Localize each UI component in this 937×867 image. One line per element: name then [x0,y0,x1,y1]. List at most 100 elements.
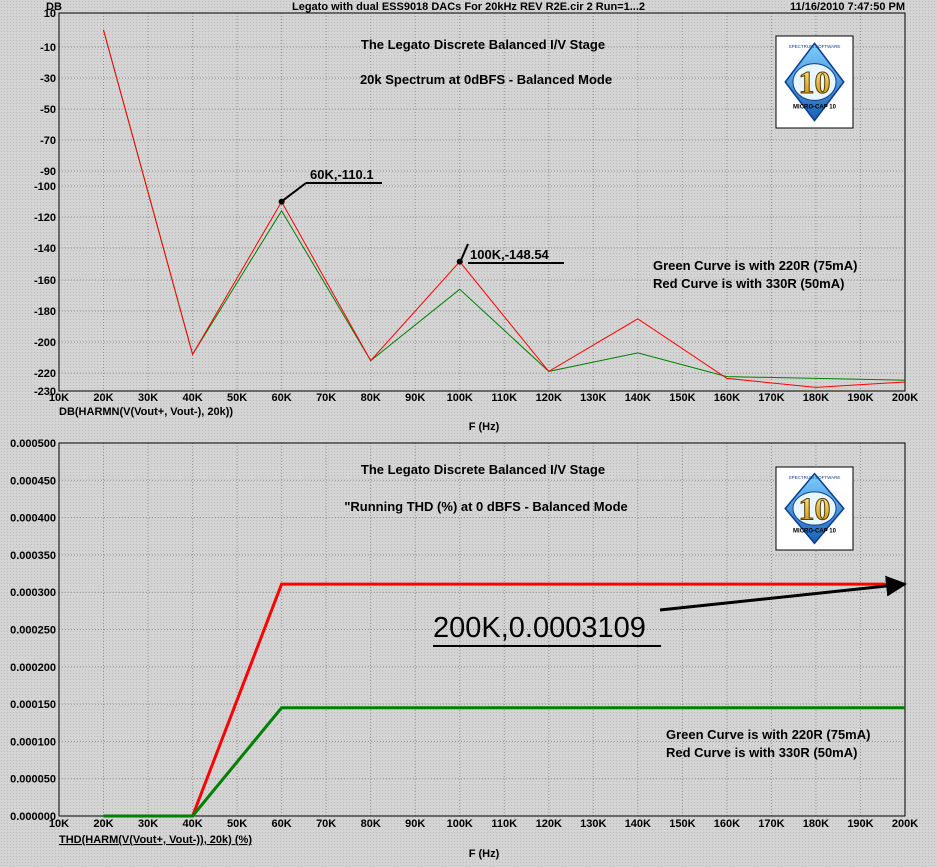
chart1-x-tick-label: 40K [182,392,202,404]
chart2-note: Green Curve is with 220R (75mA) [666,727,870,742]
chart1-x-tick-label: 80K [361,392,381,404]
chart2-series-green-line [103,706,905,818]
chart2-x-tick-label: 50K [227,818,247,830]
chart2-x-tick-label: 160K [714,818,740,830]
chart1-annotation-label: 60K,-110.1 [310,167,374,182]
chart2-x-tick-label: 180K [803,818,829,830]
chart1-note: Green Curve is with 220R (75mA) [653,258,857,273]
chart1-y-tick-label: -10 [40,42,56,54]
header-left: DB [46,1,62,13]
chart1-x-tick-label: 90K [405,392,425,404]
chart1-y-tick-label: -120 [34,212,56,224]
header-title: Legato with dual ESS9018 DACs For 20kHz … [291,1,646,13]
chart1-y-tick-label: -30 [40,73,56,85]
chart2-x-tick-label: 130K [580,818,606,830]
chart1-y-tick-label: -140 [34,243,56,255]
chart1-annotation-leader [459,243,469,262]
chart1-x-tick-label: 50K [227,392,247,404]
chart2-y-tick-label: 0.000400 [10,513,56,525]
chart2-x-tick-label: 40K [182,818,202,830]
chart2-x-tick-label: 90K [405,818,425,830]
chart1-x-tick-label: 160K [714,392,740,404]
chart1-logo-ring-text: MICRO-CAP 10 [793,105,837,111]
chart1-series-green-line [103,29,906,381]
chart2-x-axis-title: F (Hz) [469,848,500,860]
chart2-x-tick-label: 200K [892,818,918,830]
chart2-x-tick-label: 70K [316,818,336,830]
chart2-logo-number: 10 [799,491,831,527]
chart2-x-tick-label: 80K [361,818,381,830]
chart1-x-tick-label: 10K [49,392,69,404]
chart1-x-tick-label: 190K [847,392,873,404]
chart2-y-tick-label: 0.000450 [10,475,56,487]
chart2-x-tick-label: 190K [847,818,873,830]
chart1-x-tick-label: 140K [625,392,651,404]
chart1-y-tick-label: -90 [40,166,56,178]
chart1-y-tick-label: 10 [44,8,56,20]
chart2-x-tick-label: 60K [272,818,292,830]
header-timestamp: 11/16/2010 7:47:50 PM [790,1,905,13]
chart1-x-tick-label: 180K [803,392,829,404]
chart1-x-tick-label: 30K [138,392,158,404]
chart1-x-tick-label: 150K [669,392,695,404]
chart1-y-tick-label: -100 [34,181,56,193]
chart2-annotation-arrow [659,575,908,612]
chart2-y-tick-label: 0.000050 [10,774,56,786]
chart1-plot-frame [58,12,906,392]
chart2-plot-frame [58,442,906,817]
chart1-y-tick-label: -180 [34,306,56,318]
chart2-note: Red Curve is with 330R (50mA) [666,745,857,760]
chart1-x-axis-title: F (Hz) [469,421,500,433]
chart2-x-tick-label: 170K [758,818,784,830]
chart2-title: The Legato Discrete Balanced I/V Stage [361,462,605,477]
chart1-logo-ring [792,63,837,101]
chart2-y-tick-label: 0.000100 [10,736,56,748]
chart1-annotation-label: 100K,-148.54 [470,247,550,262]
chart2-micro-cap-logo: 10 MICRO-CAP 10 SPECTRUM SOFTWARE [775,466,854,551]
chart1-logo-top-text: SPECTRUM SOFTWARE [789,44,841,49]
chart1-y-axis-title: DB(HARMN(V(Vout+, Vout-), 20k)) [59,406,233,418]
chart2-annotation-label: 200K,0.0003109 [433,612,646,644]
chart2-y-tick-label: 0.000500 [10,438,56,450]
chart2-subtitle: "Running THD (%) at 0 dBFS - Balanced Mo… [344,499,628,514]
chart1-x-tick-label: 130K [580,392,606,404]
chart1-y-tick-label: -200 [34,337,56,349]
chart1-logo-number: 10 [799,64,831,100]
chart2-x-tick-label: 110K [491,818,517,830]
chart2-y-tick-label: 0.000300 [10,587,56,599]
chart1-x-tick-label: 110K [491,392,517,404]
chart2-y-axis-title: THD(HARM(V(Vout+, Vout-)), 20k) (%) [59,834,252,846]
chart1-x-tick-label: 70K [316,392,336,404]
chart1-x-tick-label: 200K [892,392,918,404]
chart2-logo-top-text: SPECTRUM SOFTWARE [789,475,841,480]
chart1-x-tick-label: 20K [93,392,113,404]
chart2-x-tick-label: 120K [536,818,562,830]
chart2-x-tick-label: 150K [669,818,695,830]
chart1-y-tick-label: -160 [34,275,56,287]
chart1-x-tick-label: 60K [272,392,292,404]
chart2-y-tick-label: 0.000000 [10,811,56,823]
chart2-y-tick-label: 0.000150 [10,699,56,711]
chart2-y-tick-label: 0.000250 [10,625,56,637]
chart2-x-tick-label: 10K [49,818,69,830]
chart1-series-red-line [103,29,906,388]
chart1-subtitle: 20k Spectrum at 0dBFS - Balanced Mode [360,72,612,87]
chart1-micro-cap-logo: 10 MICRO-CAP 10 SPECTRUM SOFTWARE [775,35,854,129]
chart1-x-tick-label: 120K [536,392,562,404]
chart1-y-tick-label: -220 [34,368,56,380]
chart2-y-tick-label: 0.000350 [10,550,56,562]
chart2-x-tick-label: 100K [447,818,473,830]
chart1-x-tick-label: 100K [447,392,473,404]
chart2-y-tick-label: 0.000200 [10,662,56,674]
chart1-title: The Legato Discrete Balanced I/V Stage [361,37,605,52]
chart2-x-tick-label: 30K [138,818,158,830]
chart2-logo-ring [792,491,837,526]
chart1-y-tick-label: -70 [40,135,56,147]
chart1-y-tick-label: -50 [40,104,56,116]
chart1-note: Red Curve is with 330R (50mA) [653,276,844,291]
chart1-x-tick-label: 170K [758,392,784,404]
chart1-annotation-leader [282,182,307,202]
chart2-logo-ring-text: MICRO-CAP 10 [793,529,837,535]
chart2-x-tick-label: 140K [625,818,651,830]
